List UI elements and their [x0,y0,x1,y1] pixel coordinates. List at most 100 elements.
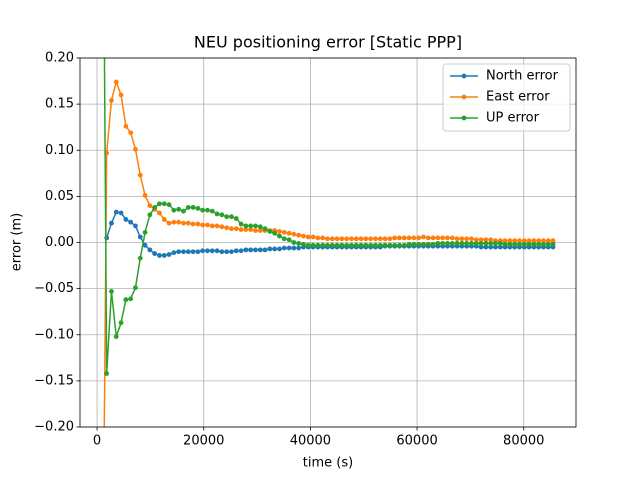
data-point [214,211,220,217]
data-point [325,236,330,242]
data-point [205,222,210,228]
data-point [161,217,167,222]
data-point [488,241,494,246]
data-point [521,238,527,244]
y-tick-label: 0.10 [45,143,74,158]
data-point [387,242,393,248]
data-point [334,236,340,242]
data-point [157,210,162,216]
data-point [209,223,215,229]
data-point [147,247,153,253]
data-point [113,79,119,85]
data-point [123,217,129,222]
data-point [248,227,254,232]
data-point [373,242,378,248]
data-point [469,241,474,246]
data-point [363,236,369,242]
x-axis-label: time (s) [303,456,353,471]
data-point [195,249,201,255]
data-point [281,229,287,235]
data-point [181,220,186,226]
data-point [133,223,138,229]
data-point [521,241,527,247]
data-point [200,222,206,228]
data-point [109,220,114,226]
data-point [286,230,292,236]
data-point [382,242,388,248]
y-tick-label: −0.20 [34,420,74,435]
data-point [339,242,345,248]
data-point [541,241,546,247]
data-point [171,219,177,225]
data-point [358,236,364,242]
legend-marker [461,73,467,79]
data-point [166,202,172,208]
data-point [195,205,201,211]
data-point [257,228,263,233]
data-point [550,238,556,244]
data-point [320,242,326,248]
data-point [401,242,407,248]
data-point [262,226,268,232]
data-point [277,233,282,239]
data-point [296,245,302,251]
data-point [478,244,484,250]
data-point [171,250,177,256]
x-tick-label: 40000 [290,434,331,449]
data-point [353,242,359,248]
data-point [253,228,258,233]
data-point [238,248,244,254]
data-point [181,249,186,255]
data-point [435,235,441,241]
data-point [272,230,278,236]
data-point [205,207,210,213]
data-point [123,123,129,129]
data-point [454,241,460,246]
data-point [488,237,494,243]
data-point [219,224,225,230]
data-point [449,241,455,246]
data-point [209,248,215,254]
data-point [128,296,134,302]
data-point [531,241,537,247]
legend-label: North error [486,69,559,84]
data-point [209,208,215,214]
data-point [531,238,537,244]
data-point [301,233,306,239]
legend-box [442,63,571,132]
legend-label: East error [486,90,550,105]
data-point [411,235,417,241]
x-tick-label: 60000 [396,434,437,449]
data-point [526,241,532,247]
data-point [142,242,148,248]
data-point [310,242,316,248]
data-point [377,236,383,242]
data-point [320,235,326,241]
data-point [421,234,426,240]
data-point [214,223,220,229]
data-point [190,249,196,255]
x-tick-label: 80000 [503,434,544,449]
data-point [157,253,162,258]
data-point [113,209,119,215]
data-point [286,237,292,243]
data-point [315,242,321,248]
data-point [425,241,431,247]
chart-title: NEU positioning error [Static PPP] [194,33,462,52]
data-point [205,248,210,254]
data-point [248,247,254,253]
data-point [272,246,278,252]
data-point [243,227,249,232]
data-point [161,201,167,207]
data-point [349,236,354,242]
x-tick-label: 0 [93,434,101,449]
data-point [368,236,374,242]
data-point [363,242,369,248]
data-point [368,242,374,248]
data-point [190,205,196,210]
data-point [291,240,297,245]
data-point [176,206,182,212]
data-point [161,253,167,258]
data-point [281,236,287,242]
data-point [545,241,551,247]
